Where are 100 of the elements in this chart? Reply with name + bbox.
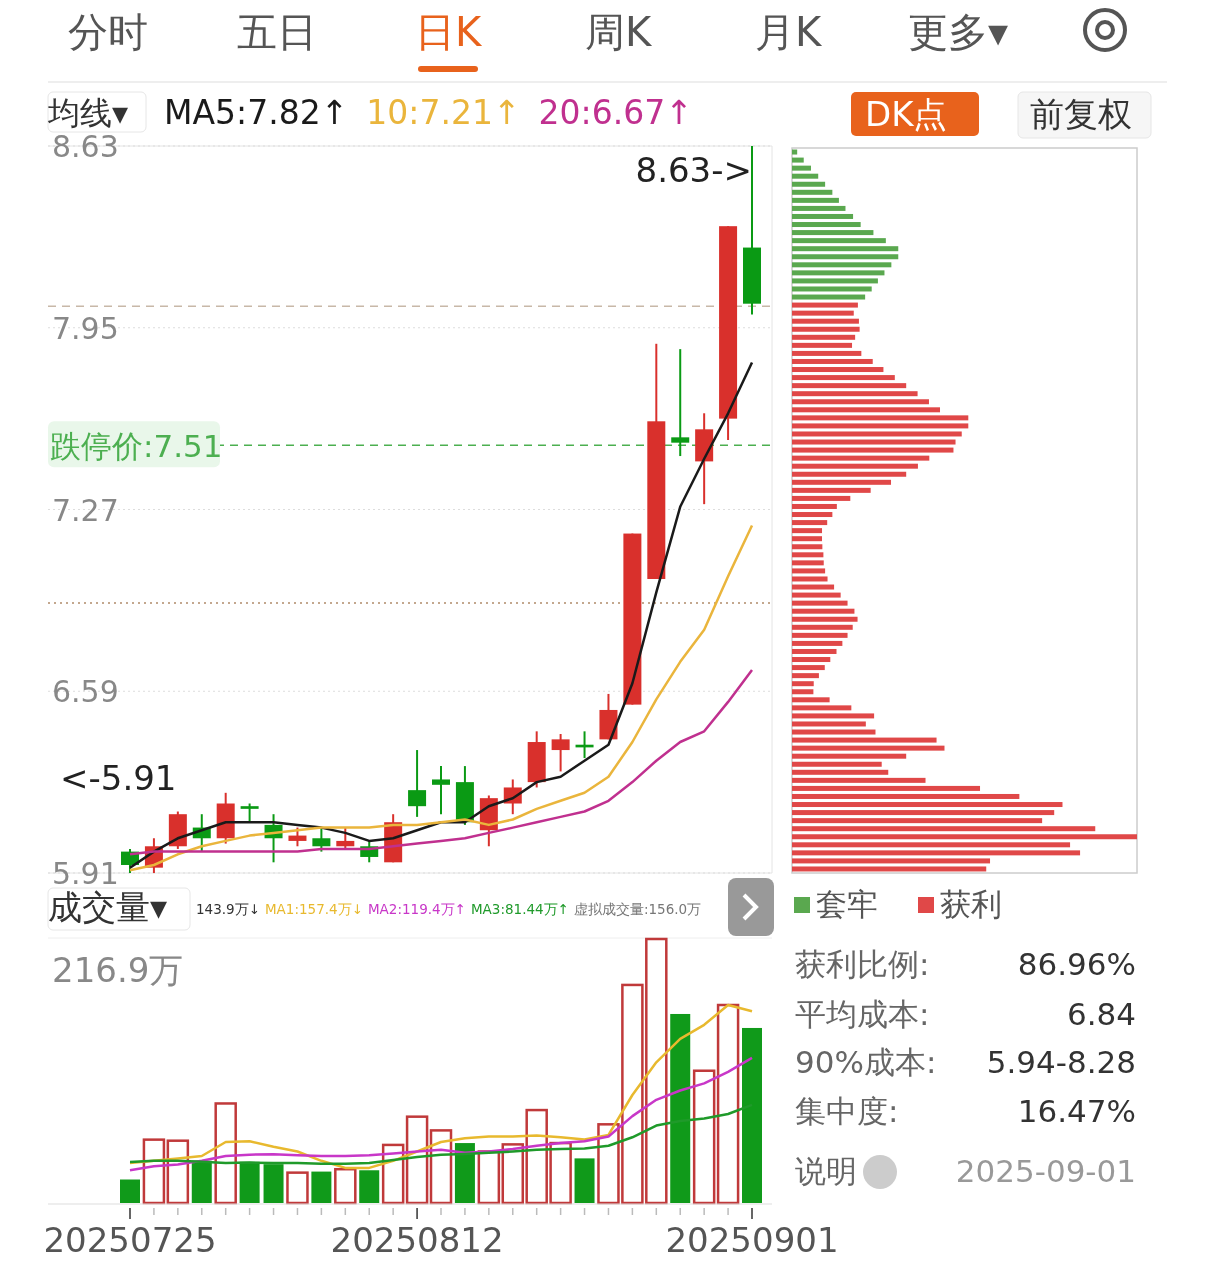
bar	[191, 1160, 212, 1203]
bar	[670, 1013, 691, 1203]
y-tick-label: 6.59	[52, 674, 119, 710]
bar	[792, 826, 1096, 832]
bar	[792, 592, 841, 598]
text: 20:6.67↑	[538, 93, 693, 132]
bar	[792, 149, 798, 155]
bar	[792, 350, 862, 356]
bar	[792, 238, 886, 244]
bar	[792, 431, 962, 437]
bar	[214, 1102, 237, 1205]
bar	[263, 1164, 284, 1203]
text: 前复权	[1030, 94, 1132, 134]
bar	[792, 689, 814, 695]
bar	[792, 222, 861, 228]
bar	[792, 640, 843, 646]
y-tick-label: 7.27	[52, 492, 119, 528]
bar	[792, 850, 1081, 856]
bar	[792, 713, 875, 719]
bar	[792, 487, 871, 493]
text: 获利比例:	[795, 946, 930, 982]
ref-line-label: 跌停价:7.51	[50, 428, 223, 465]
y-tick-label: 8.63	[52, 129, 119, 164]
text: 均线▾	[47, 94, 129, 132]
bar	[792, 358, 873, 364]
bar	[792, 230, 874, 236]
bar	[792, 761, 882, 767]
text: 月K	[754, 9, 823, 55]
bar	[454, 1143, 475, 1203]
bar	[792, 286, 872, 292]
text: 五日	[237, 9, 317, 55]
bar	[792, 600, 848, 606]
text: 86.96%	[1017, 946, 1136, 982]
text: DK点	[865, 94, 948, 134]
bar	[792, 697, 830, 703]
bar	[792, 745, 945, 751]
bar	[792, 608, 855, 614]
text: 2025-09-01	[955, 1153, 1136, 1189]
bar	[792, 383, 907, 389]
annotation: 8.63->	[635, 150, 752, 190]
x-tick-label: 20250725	[43, 1220, 217, 1260]
bar	[792, 423, 969, 429]
bar	[792, 777, 926, 783]
bar	[311, 1171, 332, 1203]
bar	[792, 254, 899, 260]
bar	[792, 503, 837, 509]
bar	[792, 552, 824, 558]
bar	[792, 584, 835, 590]
text: 143.9万↓	[196, 901, 260, 917]
bar	[792, 495, 851, 501]
bar	[792, 334, 856, 340]
bar	[405, 1115, 429, 1205]
bar	[359, 1170, 380, 1203]
bar	[792, 737, 937, 743]
bar	[792, 673, 819, 679]
text: 更多▾	[907, 9, 1009, 55]
bar	[792, 866, 987, 872]
text: 虚拟成交量:156.0万	[573, 901, 702, 917]
bar	[792, 834, 1137, 840]
bar	[792, 705, 852, 711]
bar	[334, 1167, 357, 1205]
bar	[792, 785, 981, 791]
bar	[574, 1158, 595, 1203]
bar	[239, 1161, 260, 1203]
text: 10:7.21↑	[366, 93, 521, 132]
text: 平均成本:	[795, 996, 930, 1032]
y-tick-label: 7.95	[52, 310, 119, 346]
bar	[792, 197, 839, 203]
bar	[792, 681, 814, 687]
x-tick-label: 20250901	[665, 1220, 839, 1260]
text: 5.94-8.28	[986, 1044, 1136, 1080]
bar	[792, 294, 866, 300]
bar	[792, 342, 853, 348]
text: 6.84	[1066, 996, 1136, 1032]
bar	[792, 729, 876, 735]
bar	[792, 165, 811, 171]
bar	[792, 665, 825, 671]
bar	[477, 1150, 501, 1205]
bar	[792, 560, 824, 566]
text: 周K	[584, 9, 653, 55]
bar	[792, 721, 866, 727]
bar	[792, 415, 969, 421]
bar	[792, 439, 956, 445]
bar	[792, 189, 833, 195]
bar	[792, 399, 929, 405]
annotation: 216.9万	[52, 950, 184, 990]
legend-label: 套牢	[816, 886, 878, 922]
bar	[792, 270, 885, 276]
bar	[792, 818, 1043, 824]
bar	[792, 479, 892, 485]
bar	[792, 246, 899, 252]
bar	[792, 455, 930, 461]
bar	[792, 568, 826, 574]
text: MA3:81.44万↑	[470, 901, 569, 917]
bar	[792, 528, 823, 534]
bar	[792, 512, 833, 518]
bar	[792, 520, 828, 526]
bar	[792, 447, 954, 453]
bar	[792, 544, 823, 550]
bar	[792, 793, 1020, 799]
